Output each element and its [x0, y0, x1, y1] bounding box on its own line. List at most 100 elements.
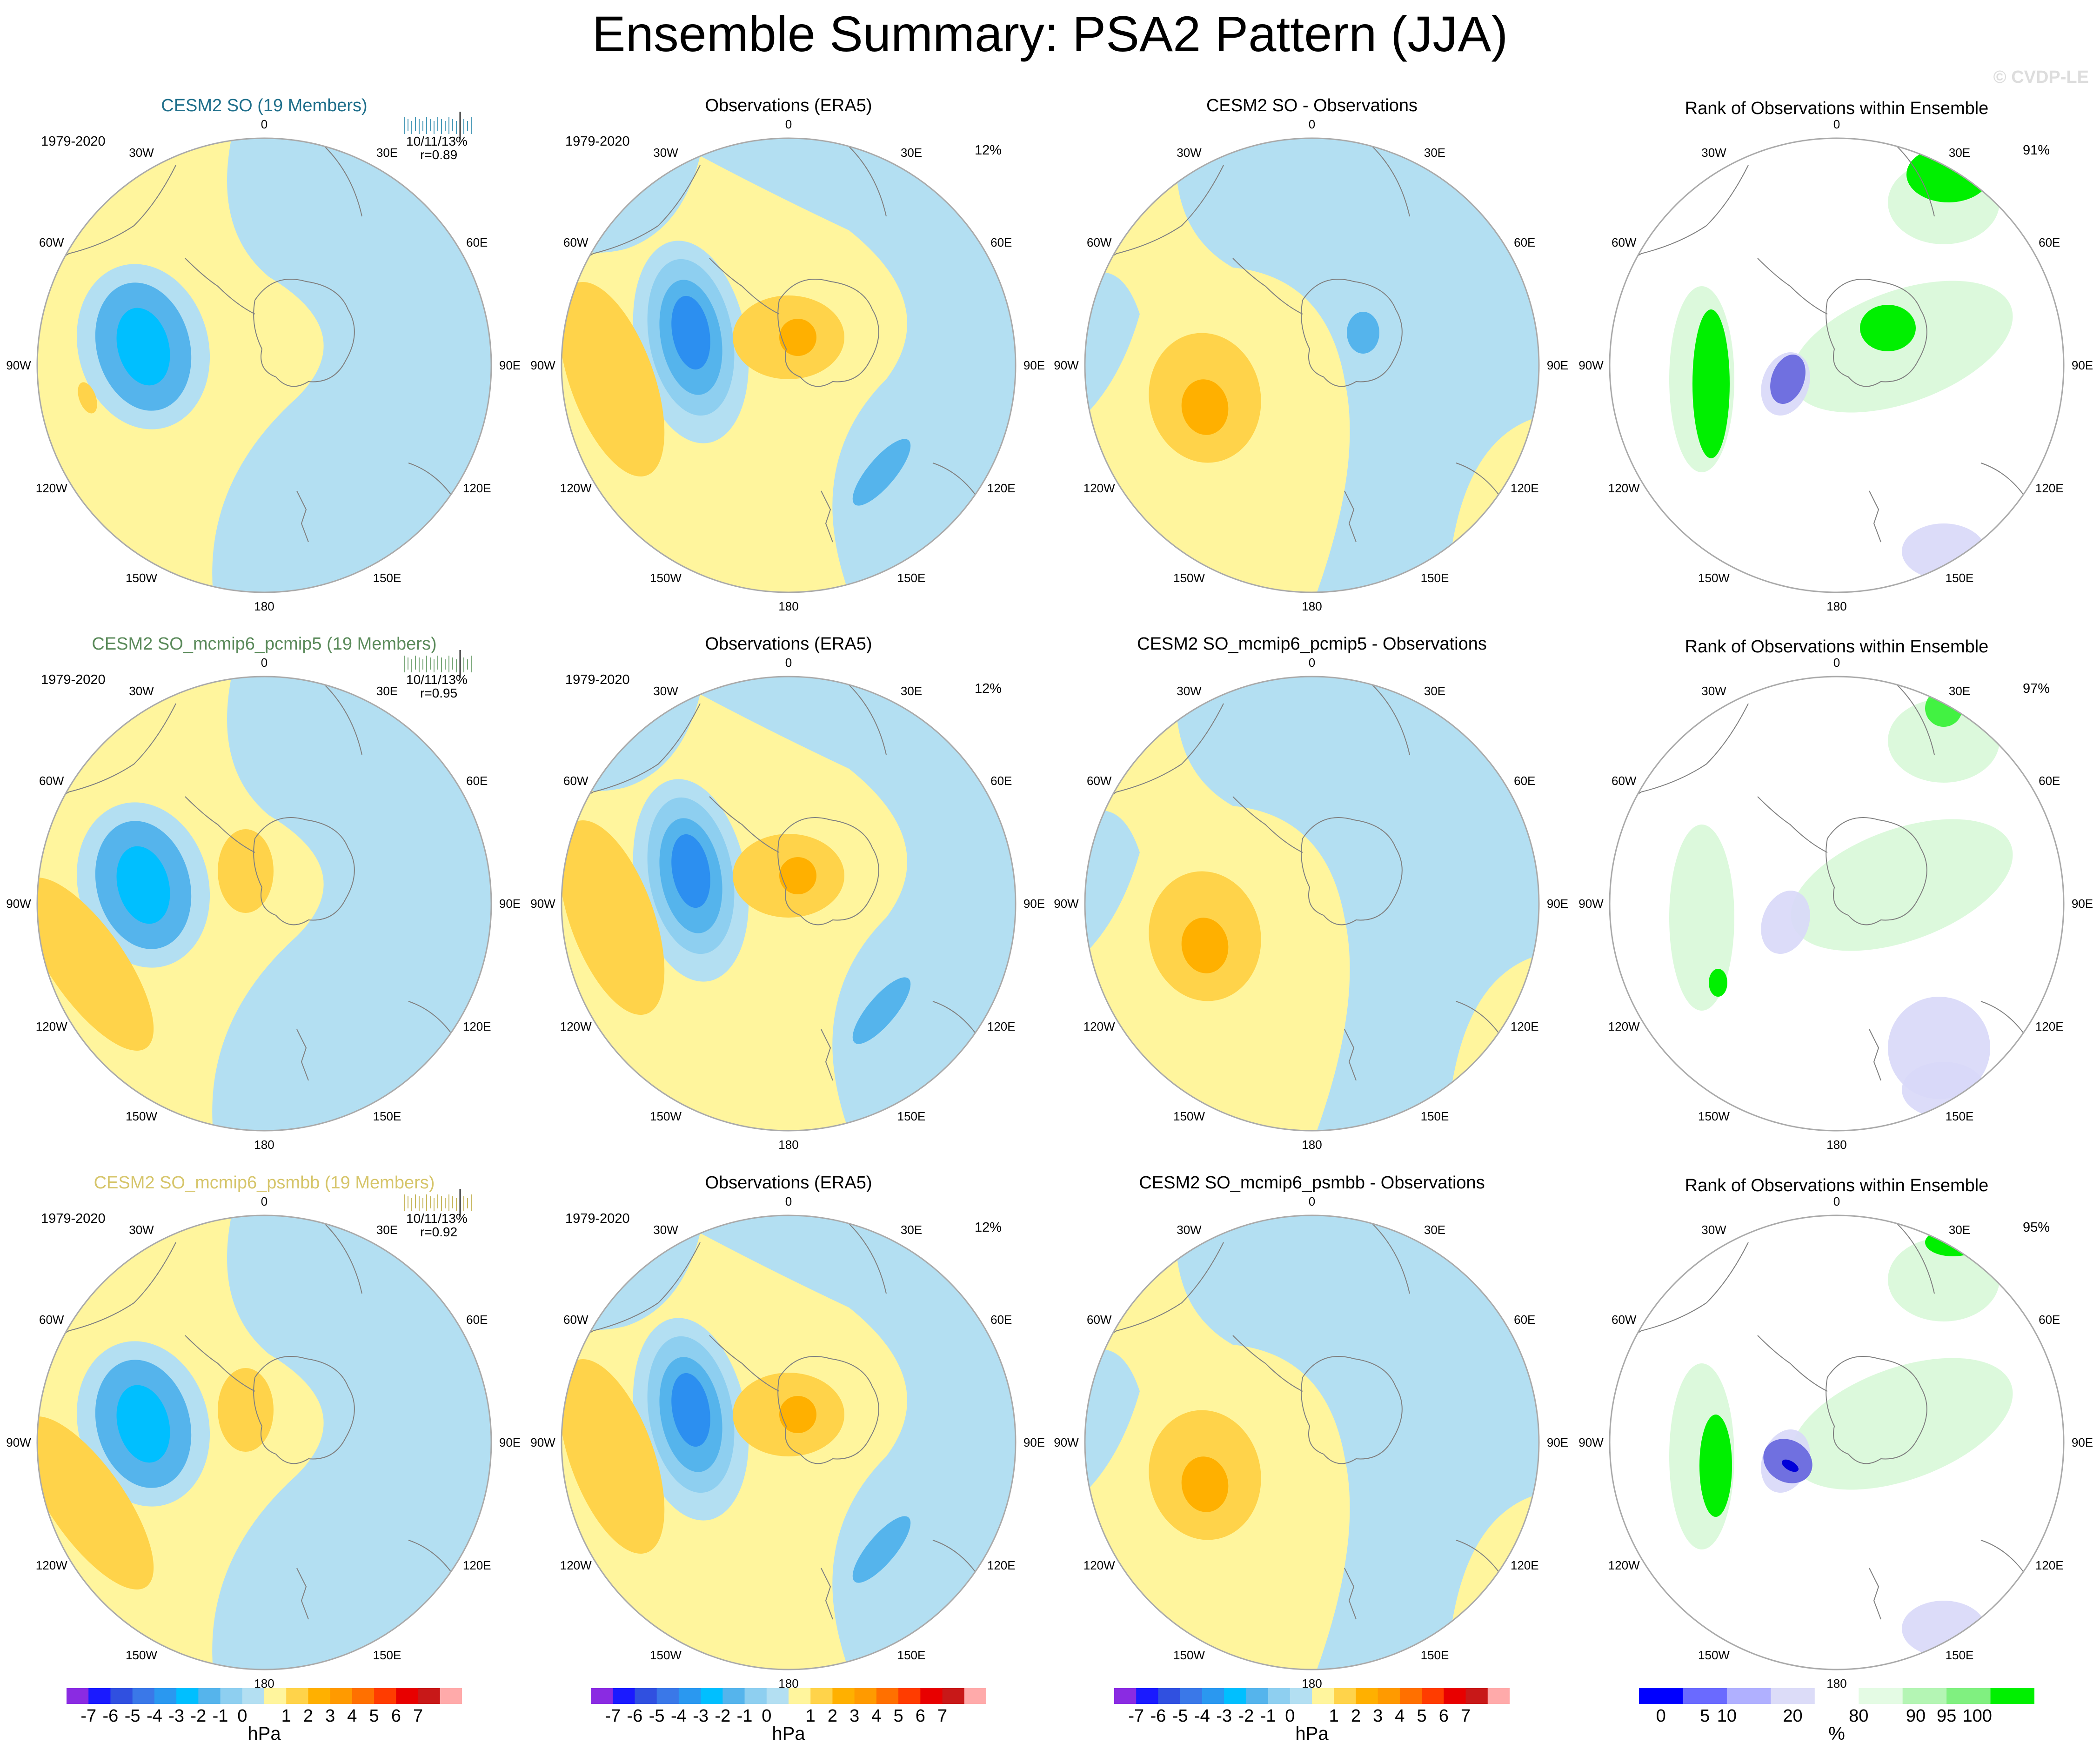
- longitude-label: 60E: [466, 235, 488, 249]
- colorbar-swatch: [88, 1688, 111, 1704]
- colorbar-tick-label: 3: [849, 1706, 860, 1726]
- rank-percent-label: 97%: [2023, 681, 2050, 696]
- longitude-label: 30E: [1948, 684, 1971, 698]
- pattern-correlation: r=0.95: [420, 686, 458, 700]
- longitude-label: 0: [1833, 1194, 1840, 1208]
- longitude-label: 90E: [2071, 1435, 2093, 1449]
- diff-panel-title: CESM2 SO - Observations: [1206, 96, 1418, 115]
- longitude-label: 60E: [990, 1313, 1012, 1327]
- colorbar-swatch: [832, 1688, 855, 1704]
- antarctica-outline: [1301, 1356, 1403, 1464]
- longitude-label: 60E: [990, 235, 1012, 249]
- hpa-colorbar: [591, 1688, 986, 1704]
- longitude-label: 150E: [897, 1109, 926, 1124]
- new-zealand-outline: [821, 1568, 833, 1620]
- colorbar-tick-label: 20: [1783, 1706, 1803, 1726]
- colorbar-swatch: [810, 1688, 833, 1704]
- colorbar-swatch: [1224, 1688, 1246, 1704]
- colorbar-swatch: [854, 1688, 877, 1704]
- longitude-label: 90E: [499, 897, 521, 911]
- colorbar-tick-label: 100: [1962, 1706, 1992, 1726]
- longitude-label: 90E: [2071, 358, 2093, 372]
- positive-anomaly-region: [562, 1215, 1016, 1670]
- period-label: 1979-2020: [565, 1211, 630, 1226]
- longitude-label: 60E: [2039, 1313, 2060, 1327]
- colorbar-unit: hPa: [1295, 1723, 1329, 1744]
- pattern-correlation: r=0.89: [420, 148, 458, 162]
- rank-bright-green-patch: [1699, 1415, 1732, 1517]
- colorbar-unit: %: [1828, 1723, 1845, 1744]
- positive-anomaly-lobe: [218, 1368, 274, 1452]
- colorbar-swatch: [1814, 1688, 1859, 1704]
- antarctica-outline: [253, 1356, 355, 1464]
- colorbar-swatch: [1990, 1688, 2034, 1704]
- longitude-label: 30W: [653, 684, 678, 698]
- colorbar-tick-label: -3: [168, 1706, 184, 1726]
- obs-panel-title: Observations (ERA5): [705, 96, 872, 115]
- positive-anomaly-lobe: [218, 829, 274, 913]
- longitude-label: 60E: [466, 774, 488, 788]
- antarctic-peninsula-outline: [1232, 1335, 1303, 1392]
- colorbar-tick-label: 95: [1936, 1706, 1957, 1726]
- colorbar-swatch: [176, 1688, 199, 1704]
- field-layer: [562, 138, 1016, 592]
- africa-outline: [324, 146, 362, 217]
- antarctica-outline: [1301, 279, 1403, 387]
- negative-anomaly-core: [116, 846, 170, 924]
- colorbar-tick-label: 80: [1849, 1706, 1869, 1726]
- obs-panel-title: Observations (ERA5): [705, 1173, 872, 1193]
- colorbar-swatch: [352, 1688, 375, 1704]
- longitude-label: 0: [785, 656, 792, 670]
- map-boundary-circle: [36, 1214, 492, 1670]
- positive-anomaly-lobe: [562, 1359, 665, 1554]
- colorbar-swatch: [1639, 1688, 1683, 1704]
- longitude-label: 30W: [1701, 684, 1726, 698]
- colorbar-tick-label: 4: [871, 1706, 882, 1726]
- positive-anomaly-region: [1176, 138, 1539, 592]
- positive-anomaly-region: [1176, 1215, 1539, 1670]
- diff-polar-map: [1084, 676, 1540, 1132]
- explained-variance-label: 12%: [975, 1220, 1002, 1235]
- colorbar-swatch: [418, 1688, 441, 1704]
- colorbar-swatch: [1444, 1688, 1466, 1704]
- colorbar-tick-label: -7: [1128, 1706, 1144, 1726]
- longitude-label: 30W: [653, 145, 678, 160]
- longitude-label: 30E: [1424, 145, 1446, 160]
- longitude-label: 90W: [6, 897, 31, 911]
- colorbar-swatch: [1312, 1688, 1334, 1704]
- longitude-label: 30E: [900, 145, 923, 160]
- colorbar-tick-label: 4: [347, 1706, 357, 1726]
- longitude-label: 30E: [376, 145, 398, 160]
- diff-panel-title: CESM2 SO_mcmip6_pcmip5 - Observations: [1137, 634, 1487, 654]
- longitude-label: 180: [778, 599, 799, 613]
- positive-anomaly-lobe: [562, 820, 665, 1015]
- colorbar-tick-label: 0: [237, 1706, 247, 1726]
- new-zealand-outline: [1869, 490, 1881, 543]
- longitude-label: 30E: [900, 1222, 923, 1237]
- rank-polar-map: [1609, 137, 2065, 593]
- negative-anomaly-lobe: [852, 1516, 911, 1583]
- africa-outline: [849, 684, 887, 755]
- colorbar-swatch: [220, 1688, 243, 1704]
- colorbar-tick-label: 90: [1906, 1706, 1926, 1726]
- longitude-label: 60W: [563, 235, 589, 249]
- explained-variance-label: 12%: [975, 681, 1002, 696]
- rank-polar-map: [1609, 1214, 2065, 1670]
- longitude-label: 60W: [1087, 774, 1112, 788]
- colorbar-swatch: [591, 1688, 613, 1704]
- longitude-label: 150E: [1945, 1109, 1974, 1124]
- antarctic-peninsula-outline: [1232, 258, 1303, 315]
- longitude-label: 60W: [563, 774, 589, 788]
- africa-outline: [324, 684, 362, 755]
- positive-anomaly-lobe: [37, 1416, 154, 1589]
- antarctica-outline: [253, 279, 355, 387]
- colorbar-tick-label: -7: [605, 1706, 621, 1726]
- field-layer: [1610, 138, 2064, 592]
- positive-anomaly-region: [212, 1215, 491, 1670]
- colorbar-tick-label: -5: [124, 1706, 140, 1726]
- colorbar-swatch: [1683, 1688, 1727, 1704]
- colorbar-swatch: [635, 1688, 657, 1704]
- rank-light-green-patch: [1669, 825, 1734, 1011]
- colorbar-tick-label: -3: [693, 1706, 709, 1726]
- longitude-label: 90W: [1578, 358, 1604, 372]
